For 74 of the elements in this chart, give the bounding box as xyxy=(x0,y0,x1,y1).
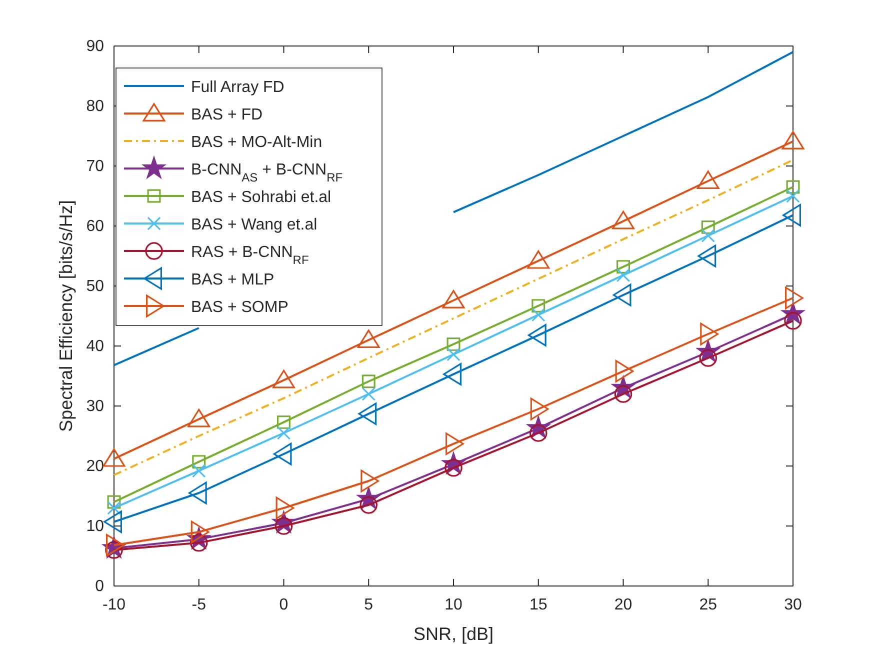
legend-label: BAS + SOMP xyxy=(191,299,288,316)
point xyxy=(276,496,294,520)
point xyxy=(107,495,121,509)
point xyxy=(358,402,377,425)
y-tick-label: 90 xyxy=(86,38,104,56)
point xyxy=(102,448,126,467)
point xyxy=(188,482,207,504)
legend-label: BAS + MO-Alt-Min xyxy=(191,134,322,151)
x-tick-label: -5 xyxy=(192,596,206,614)
point xyxy=(446,348,460,362)
y-tick-label: 0 xyxy=(95,578,104,596)
point xyxy=(782,204,801,226)
point xyxy=(700,322,719,346)
point xyxy=(528,324,546,346)
x-tick-label: -10 xyxy=(102,596,126,614)
point xyxy=(192,464,206,478)
point xyxy=(696,170,720,189)
point xyxy=(446,432,464,455)
point xyxy=(616,268,630,282)
point xyxy=(443,363,462,386)
point xyxy=(272,370,295,388)
point xyxy=(190,520,210,544)
point xyxy=(360,470,380,492)
point xyxy=(442,290,465,308)
y-tick-label: 30 xyxy=(86,398,104,416)
point xyxy=(192,455,206,469)
point xyxy=(782,131,804,150)
point xyxy=(530,398,549,420)
x-tick-label: 5 xyxy=(364,596,374,614)
point xyxy=(532,299,546,313)
legend-label: BAS + Wang et.al xyxy=(191,216,318,234)
point xyxy=(615,360,634,382)
y-tick-label: 70 xyxy=(86,158,104,176)
y-tick-label: 80 xyxy=(86,98,104,116)
legend-label: Full Array FD xyxy=(191,79,284,96)
y-tick-label: 50 xyxy=(86,278,104,296)
point xyxy=(701,228,716,242)
point xyxy=(527,250,550,269)
y-tick-label: 60 xyxy=(86,218,104,236)
y-tick-label: 40 xyxy=(86,338,104,356)
legend-label: B-CNN$_{AS}$ + B-CNN$_{RF}$ xyxy=(191,162,343,184)
point xyxy=(612,284,632,306)
point xyxy=(698,244,716,268)
point xyxy=(276,426,291,440)
x-axis-title: SNR, [dB] xyxy=(413,624,494,644)
point xyxy=(188,408,210,428)
point xyxy=(612,210,634,230)
point xyxy=(104,510,122,533)
point xyxy=(107,501,121,515)
x-tick-label: 0 xyxy=(279,596,288,614)
y-tick-label: 20 xyxy=(86,458,104,476)
point xyxy=(531,308,546,322)
x-tick-label: 15 xyxy=(529,596,548,614)
point xyxy=(277,415,290,429)
y-tick-label: 10 xyxy=(86,518,104,536)
point xyxy=(701,220,715,234)
point xyxy=(616,260,630,274)
point xyxy=(273,442,292,466)
x-tick-label: 10 xyxy=(444,596,462,614)
x-tick-label: 25 xyxy=(699,596,718,614)
point xyxy=(785,286,804,310)
x-tick-label: 30 xyxy=(784,596,802,614)
point xyxy=(446,337,460,351)
point xyxy=(786,189,800,203)
point xyxy=(357,330,380,348)
point xyxy=(362,387,376,401)
y-axis-title: Spectral Efficiency [bits/s/Hz] xyxy=(56,200,76,432)
point xyxy=(786,180,800,194)
legend-label: BAS + FD xyxy=(191,106,263,124)
x-tick-label: 20 xyxy=(614,596,632,614)
point xyxy=(362,374,376,388)
legend-label: BAS + Sohrabi et.al xyxy=(191,189,332,206)
legend-label: BAS + MLP xyxy=(191,272,274,288)
legend-label: RAS + B-CNN$_{RF}$ xyxy=(191,244,309,267)
